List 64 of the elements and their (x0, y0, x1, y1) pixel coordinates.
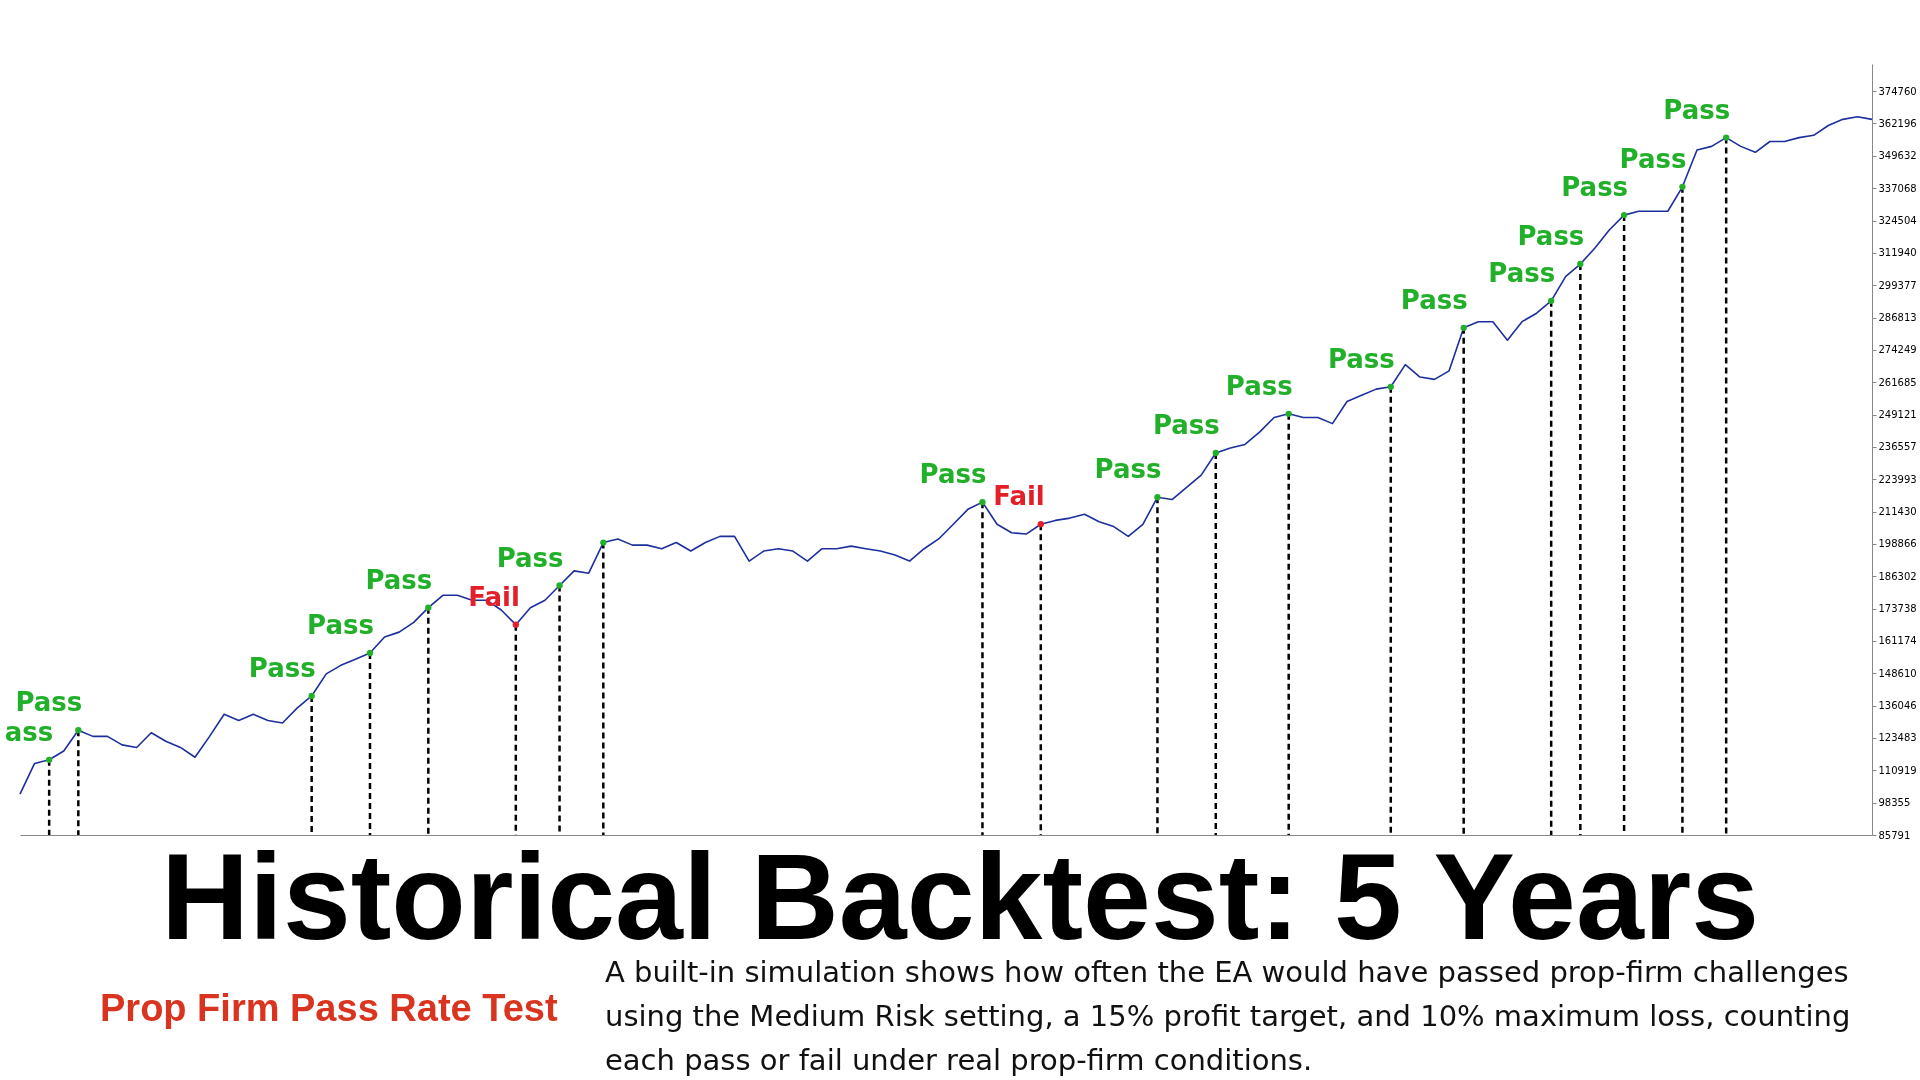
point (1548, 297, 1555, 304)
point (1460, 324, 1467, 332)
point (1679, 183, 1686, 190)
data-label: Pass (496, 542, 564, 573)
data-label: Pass (1561, 172, 1629, 203)
y-tick-label: 123483 (1878, 732, 1917, 744)
point (1154, 494, 1161, 501)
data-label: Pass (1663, 94, 1731, 125)
y-tick-label: 161174 (1878, 635, 1917, 647)
point (600, 539, 607, 546)
point (1577, 260, 1584, 268)
point (308, 692, 315, 700)
point (425, 604, 432, 611)
text: Prop Firm Pass Rate Test (100, 986, 559, 1031)
y-tick-label: 299377 (1878, 279, 1917, 291)
y-tick-label: 311940 (1878, 247, 1917, 259)
data-label: Pass (1517, 221, 1585, 252)
point (1723, 134, 1730, 141)
data-label: Pass (1488, 257, 1556, 288)
point (979, 498, 986, 506)
point (1212, 449, 1219, 457)
point (1387, 383, 1394, 390)
data-label: Pass (1400, 284, 1468, 315)
y-tick-label: 261685 (1878, 376, 1917, 388)
y-tick-label: 110919 (1878, 764, 1917, 776)
point (1620, 211, 1628, 219)
y-tick-label: 324504 (1878, 215, 1917, 226)
point (366, 649, 374, 657)
data-label: Pass (1152, 409, 1220, 440)
y-tick-label: 249121 (1878, 409, 1917, 421)
data-label: Pass (365, 564, 433, 595)
y-tick-label: 223993 (1878, 473, 1917, 485)
point (46, 756, 53, 763)
y-tick-label: 362196 (1878, 117, 1917, 129)
y-tick-label: 98355 (1878, 797, 1911, 809)
point (1285, 410, 1292, 417)
data-label: Pass (307, 609, 374, 640)
data-label: Pass (248, 652, 316, 683)
y-tick-label: 186302 (1878, 570, 1917, 582)
y-tick-label: 349632 (1878, 150, 1917, 162)
data-label: Pass (919, 459, 987, 490)
data-label: Pass (15, 687, 83, 718)
y-tick-label: 173738 (1878, 603, 1917, 615)
data-label: Fail (993, 481, 1045, 512)
data-label: Fail (468, 581, 520, 612)
y-tick-label: 211430 (1878, 506, 1917, 518)
data-label: Pass (1619, 143, 1687, 174)
point (1037, 521, 1044, 528)
point (75, 727, 82, 734)
y-tick-label: 198866 (1878, 538, 1917, 550)
y-tick-label: 374760 (1878, 85, 1917, 97)
data-label: ass (4, 716, 54, 747)
y-tick-label: 337068 (1878, 182, 1917, 194)
data-label: Pass (1225, 370, 1293, 401)
y-tick-label: 148610 (1878, 667, 1917, 679)
y-tick-label: 85791 (1878, 829, 1911, 841)
y-tick-label: 286813 (1878, 312, 1917, 324)
data-label: Pass (1327, 343, 1395, 374)
point (556, 582, 563, 589)
point (512, 621, 519, 628)
y-tick-label: 136046 (1878, 700, 1917, 712)
y-tick-label: 274249 (1878, 344, 1917, 356)
data-label: Pass (1094, 454, 1162, 485)
y-tick-label: 236557 (1878, 441, 1917, 453)
